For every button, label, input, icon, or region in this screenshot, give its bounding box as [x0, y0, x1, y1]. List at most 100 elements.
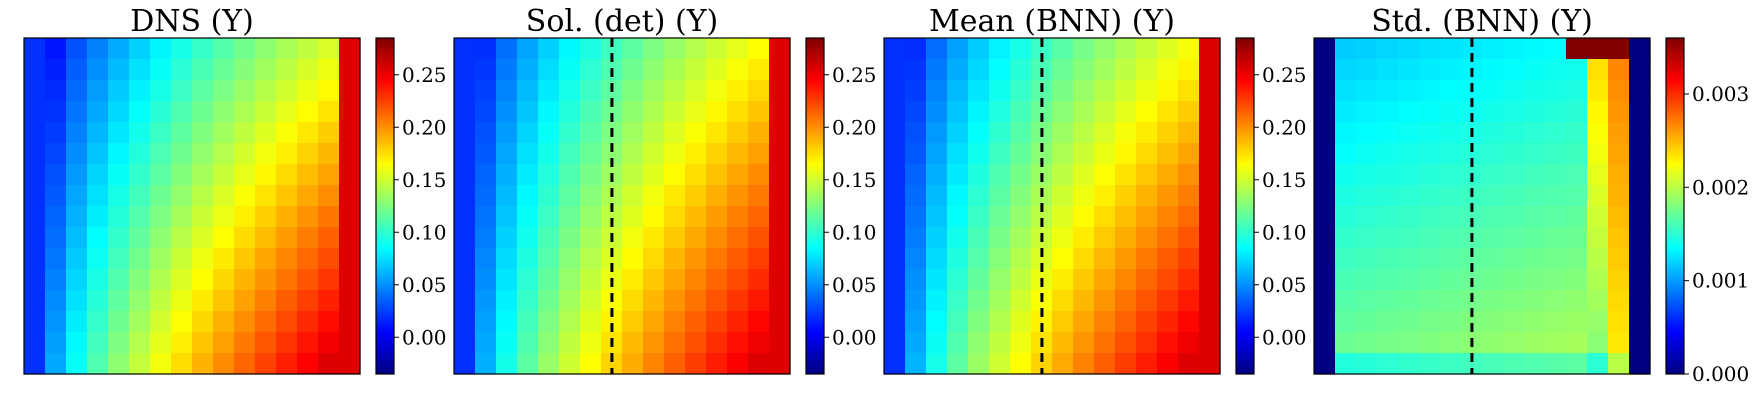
heatmap-cell [24, 227, 46, 249]
colorbar-segment [376, 102, 394, 106]
heatmap-cell [748, 332, 770, 354]
colorbar-segment [376, 326, 394, 330]
colorbar-segment [1236, 127, 1254, 131]
heatmap-cell [1440, 227, 1462, 249]
heatmap-cell [1335, 164, 1357, 186]
heatmap-cell [1566, 122, 1588, 144]
colorbar-segment [1236, 161, 1254, 165]
colorbar-segment [1666, 278, 1684, 283]
heatmap-cell [1524, 269, 1546, 291]
heatmap-cell [580, 80, 602, 102]
heatmap-cell [234, 143, 256, 165]
colorbar-segment [1666, 161, 1684, 165]
heatmap-cell [297, 59, 319, 81]
heatmap-cell [538, 143, 560, 165]
heatmap-cell [905, 269, 927, 291]
heatmap-cell [905, 80, 927, 102]
heatmap-cell [1178, 122, 1200, 144]
heatmap-cell [905, 59, 927, 81]
heatmap-cell [884, 206, 906, 228]
heatmap-cell [926, 122, 948, 144]
heatmap-cell [559, 248, 581, 270]
heatmap-cell [1052, 185, 1074, 207]
colorbar-segment [376, 178, 394, 182]
heatmap-cell [622, 101, 644, 123]
heatmap-cell [213, 143, 235, 165]
heatmap-cell [1356, 206, 1378, 228]
colorbar-segment [1666, 49, 1684, 53]
colorbar-segment [376, 208, 394, 213]
heatmap-cell [769, 122, 791, 144]
colorbar-tick-label: 0.25 [402, 63, 447, 87]
heatmap-cell [1419, 290, 1441, 312]
colorbar-segment [1666, 113, 1684, 117]
heatmap-cell [1398, 332, 1420, 354]
colorbar-segment [1666, 68, 1684, 73]
heatmap-cell [664, 248, 686, 270]
heatmap-cell [1157, 80, 1179, 102]
heatmap-cell [1419, 185, 1441, 207]
heatmap-cell [1178, 38, 1200, 60]
colorbar-segment [1666, 332, 1684, 336]
heatmap-cell [318, 311, 340, 333]
heatmap-cell [1440, 164, 1462, 186]
colorbar-segment [1236, 189, 1254, 193]
colorbar-segment [1236, 43, 1254, 47]
heatmap-cell [517, 143, 539, 165]
heatmap-cell [1566, 38, 1588, 60]
colorbar-segment [376, 164, 394, 168]
heatmap-cell [947, 290, 969, 312]
heatmap-cell [538, 164, 560, 186]
colorbar-segment [376, 74, 394, 78]
heatmap-cell [1136, 290, 1158, 312]
heatmap-cell [192, 185, 214, 207]
heatmap-cell [989, 80, 1011, 102]
heatmap-cell [664, 101, 686, 123]
colorbar-segment [1236, 178, 1254, 182]
colorbar-segment [1236, 309, 1254, 313]
heatmap-cell [1356, 269, 1378, 291]
heatmap-cell [947, 332, 969, 354]
heatmap-cell [150, 143, 172, 165]
heatmap-cell [601, 143, 623, 165]
heatmap-cell [538, 353, 560, 375]
heatmap-cell [454, 101, 476, 123]
colorbar-segment [806, 152, 824, 157]
colorbar-segment [806, 222, 824, 227]
heatmap-cell [1566, 269, 1588, 291]
heatmap-cell [24, 206, 46, 228]
colorbar-segment [1236, 287, 1254, 291]
heatmap-cell [1073, 311, 1095, 333]
heatmap-cell [769, 206, 791, 228]
heatmap-cell [1157, 206, 1179, 228]
colorbar-segment [376, 130, 394, 134]
colorbar-segment [1236, 138, 1254, 143]
colorbar-segment [1236, 158, 1254, 162]
heatmap-cell [968, 185, 990, 207]
colorbar-segment [806, 365, 824, 369]
heatmap-cell [1052, 59, 1074, 81]
heatmap-cell [87, 143, 109, 165]
colorbar-segment [806, 250, 824, 255]
colorbar-segment [1666, 74, 1684, 78]
heatmap-cell [1503, 353, 1525, 375]
colorbar-tick-label: 0.15 [832, 168, 877, 192]
heatmap-cell [1482, 332, 1504, 354]
colorbar-segment [376, 273, 394, 277]
heatmap-cell [1566, 227, 1588, 249]
heatmap-cell [339, 185, 361, 207]
heatmap-cell [1136, 332, 1158, 354]
colorbar-segment [806, 178, 824, 182]
colorbar-segment [1236, 175, 1254, 179]
heatmap-cell [884, 164, 906, 186]
heatmap-cell [87, 38, 109, 60]
colorbar-segment [376, 290, 394, 294]
heatmap-cell [1461, 248, 1483, 270]
colorbar-segment [376, 270, 394, 274]
heatmap-cell [1398, 185, 1420, 207]
heatmap-cell [1052, 38, 1074, 60]
colorbar-segment [806, 113, 824, 117]
heatmap-cell [1524, 332, 1546, 354]
heatmap-cell [1608, 290, 1630, 312]
heatmap-cell [87, 248, 109, 270]
